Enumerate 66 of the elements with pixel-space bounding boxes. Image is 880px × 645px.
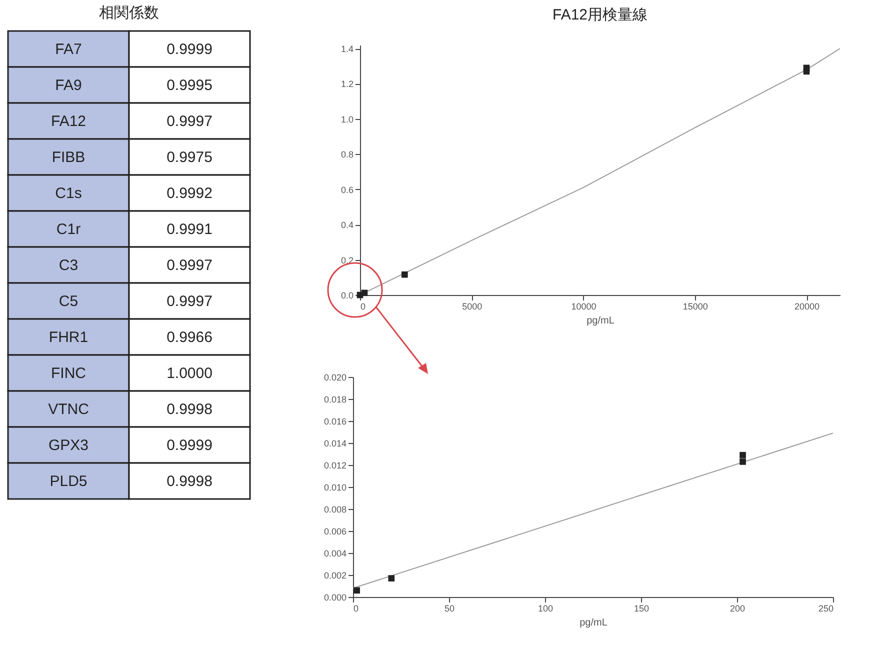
text: 0.9995 [166, 77, 212, 94]
point [401, 271, 408, 278]
point [354, 587, 360, 594]
category-label: FINC [51, 365, 86, 382]
category-label: PLD5 [50, 473, 88, 490]
category-label: C5 [58, 293, 78, 310]
text: 0.9998 [166, 473, 212, 490]
y-tick-label: 1.2 [340, 79, 354, 90]
text: 0.9999 [166, 437, 212, 454]
y-tick-label: 0.008 [324, 504, 346, 514]
text: 0.9997 [166, 113, 212, 130]
category-label: FA7 [55, 41, 82, 58]
category-label: FA12 [50, 113, 86, 130]
category-label: FIBB [52, 149, 86, 166]
x-tick-label: 250 [818, 604, 834, 614]
text: 1.0000 [166, 365, 212, 382]
y-tick-label: 1.4 [340, 44, 354, 54]
x-tick-label: 200 [730, 604, 746, 614]
x-tick-label: 100 [538, 604, 554, 614]
category-label: FHR1 [48, 329, 88, 346]
text: 相関係数 [99, 4, 159, 22]
text: 0.9998 [166, 401, 212, 418]
category-label: FA9 [55, 77, 82, 94]
category-label: C1s [55, 185, 82, 202]
point [388, 575, 395, 582]
point [361, 290, 368, 296]
y-tick-label: 0.014 [324, 438, 346, 448]
y-tick-label: 0.002 [324, 570, 346, 580]
text: 0.9966 [166, 329, 212, 346]
y-tick-label: 0.018 [324, 394, 346, 404]
x-tick-label: 150 [634, 604, 650, 614]
x-tick-label: 5000 [462, 302, 482, 312]
y-tick-label: 0.8 [340, 150, 354, 160]
x-tick-label: 0 [360, 302, 366, 312]
category-label: C3 [58, 257, 78, 274]
x-tick-label: 15000 [682, 302, 708, 312]
category-label: VTNC [48, 401, 90, 418]
text: 0.9991 [166, 221, 212, 238]
x-axis-title: pg/mL [586, 316, 615, 326]
y-tick-label: 0.010 [324, 482, 346, 492]
y-tick-label: 0.020 [324, 372, 346, 382]
y-tick-label: 0.006 [324, 526, 346, 536]
text: 0.9975 [166, 149, 212, 166]
y-tick-label: 0.000 [324, 592, 346, 602]
point [740, 452, 746, 458]
y-tick-label: 1.0 [340, 114, 354, 124]
text: 0.9997 [166, 293, 212, 310]
y-tick-label: 0.0 [340, 290, 354, 300]
y-tick-label: 0.4 [340, 220, 354, 230]
text: 0.9999 [166, 41, 212, 58]
point [740, 458, 746, 465]
y-tick-label: 0.012 [324, 460, 346, 470]
x-tick-label: 50 [444, 604, 455, 614]
x-tick-label: 10000 [571, 302, 596, 312]
y-tick-label: 0.6 [340, 184, 354, 195]
category-label: GPX3 [48, 437, 89, 454]
point [803, 64, 810, 72]
y-tick-label: 0.004 [324, 548, 346, 558]
chart-title: FA12用検量線 [552, 6, 648, 24]
category-label: C1r [56, 221, 81, 238]
y-tick-label: 0.016 [324, 416, 346, 426]
text: 0.9992 [166, 185, 212, 202]
text: 0.9997 [166, 257, 212, 274]
x-tick-label: 20000 [794, 302, 820, 312]
x-tick-label: 0 [354, 604, 359, 614]
x-axis-title: pg/mL [580, 618, 608, 628]
